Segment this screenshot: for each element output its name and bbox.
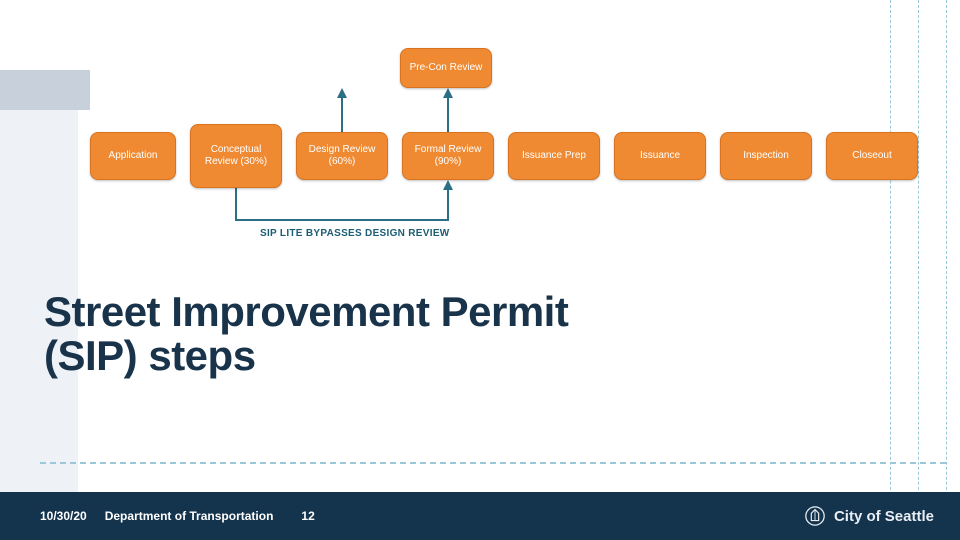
- flow-node-iprep: Issuance Prep: [508, 132, 600, 180]
- vertical-guide: [946, 0, 947, 540]
- horizontal-divider: [40, 462, 946, 464]
- flow-node-closeout: Closeout: [826, 132, 918, 180]
- flow-node-precon: Pre-Con Review: [400, 48, 492, 88]
- flow-node-issuance: Issuance: [614, 132, 706, 180]
- bypass-label: SIP LITE BYPASSES DESIGN REVIEW: [260, 228, 450, 239]
- footer-date: 10/30/20: [40, 509, 87, 523]
- city-seal-icon: [804, 505, 826, 527]
- decor-band-dark: [0, 70, 90, 110]
- flow-node-formal: Formal Review (90%): [402, 132, 494, 180]
- footer-brand: City of Seattle: [804, 505, 934, 527]
- flow-node-inspect: Inspection: [720, 132, 812, 180]
- flow-node-app: Application: [90, 132, 176, 180]
- flow-node-design: Design Review (60%): [296, 132, 388, 180]
- slide: Pre-Con Review Application Conceptual Revi…: [0, 0, 960, 540]
- page-title: Street Improvement Permit (SIP) steps: [44, 290, 604, 378]
- flowchart-nodes: Pre-Con Review Application Conceptual Revi…: [90, 40, 940, 260]
- footer-department: Department of Transportation: [105, 509, 274, 523]
- footer-page: 12: [301, 509, 314, 523]
- footer-brand-text: City of Seattle: [834, 508, 934, 525]
- flowchart: Pre-Con Review Application Conceptual Revi…: [90, 40, 940, 260]
- flow-node-concept: Conceptual Review (30%): [190, 124, 282, 188]
- footer: 10/30/20 Department of Transportation 12…: [0, 492, 960, 540]
